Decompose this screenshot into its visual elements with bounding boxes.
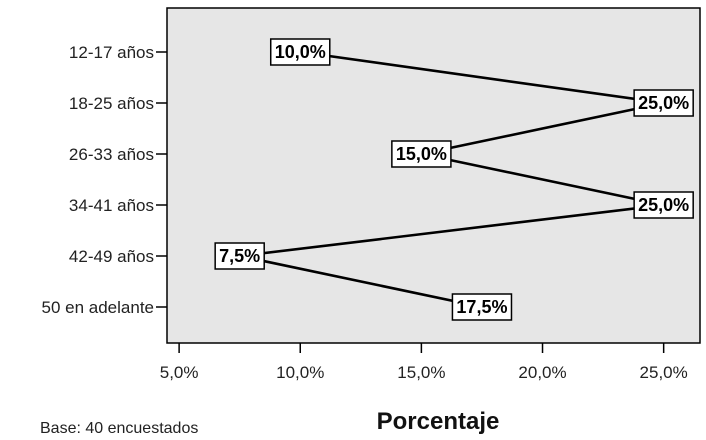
data-label: 25,0%	[633, 89, 694, 117]
y-tick-label: 26-33 años	[69, 145, 154, 164]
y-axis: 12-17 años 18-25 años 26-33 años 34-41 años…	[42, 43, 167, 317]
data-label: 25,0%	[633, 191, 694, 219]
data-label-text: 7,5%	[219, 246, 260, 266]
line-segment	[421, 101, 664, 156]
line-segment	[300, 50, 664, 105]
y-tick-label: 12-17 años	[69, 43, 154, 62]
y-tick-label: 34-41 años	[69, 196, 154, 215]
data-label-text: 25,0%	[638, 195, 689, 215]
data-label-text: 17,5%	[456, 297, 507, 317]
series-line	[239, 50, 664, 309]
x-axis: 5,0% 10,0% 15,0% 20,0% 25,0%	[160, 343, 688, 382]
data-label-box	[633, 191, 694, 219]
data-label-text: 25,0%	[638, 93, 689, 113]
base-note: Base: 40 encuestados	[40, 420, 198, 437]
data-label: 17,5%	[451, 293, 513, 321]
data-label-box	[214, 242, 265, 270]
line-segment	[239, 203, 664, 258]
data-label-box	[633, 89, 694, 117]
x-tick-label: 10,0%	[276, 363, 324, 382]
y-tick-label: 42-49 años	[69, 247, 154, 266]
x-tick-label: 20,0%	[518, 363, 566, 382]
x-axis-title: Porcentaje	[377, 408, 500, 435]
data-label-box	[269, 38, 331, 66]
data-label: 7,5%	[214, 242, 265, 270]
data-label: 10,0%	[269, 38, 331, 66]
x-tick-label: 5,0%	[160, 363, 199, 382]
line-segment	[239, 254, 483, 309]
plot-area	[166, 7, 701, 344]
data-labels: 10,0% 25,0% 15,0% 25,0% 7,5% 17,5%	[214, 38, 694, 321]
line-segment	[421, 152, 664, 207]
y-tick-label: 18-25 años	[69, 94, 154, 113]
data-label-text: 15,0%	[396, 144, 447, 164]
x-tick-label: 25,0%	[640, 363, 688, 382]
data-label-box	[391, 140, 452, 168]
data-label: 15,0%	[391, 140, 452, 168]
data-label-box	[451, 293, 513, 321]
data-label-text: 10,0%	[275, 42, 326, 62]
y-tick-label: 50 en adelante	[42, 298, 155, 317]
x-tick-label: 15,0%	[397, 363, 445, 382]
